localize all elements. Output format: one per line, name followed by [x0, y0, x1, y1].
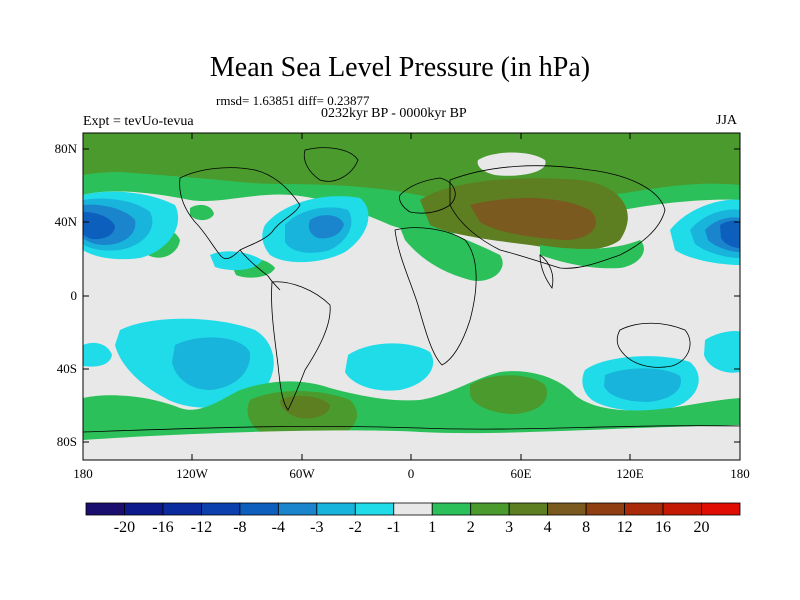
stats-line: rmsd= 1.63851 diff= 0.23877 — [216, 93, 370, 108]
lon-label-60w: 60W — [289, 466, 315, 481]
period-label: 0232kyr BP - 0000kyr BP — [321, 106, 467, 121]
experiment-label: Expt = tevUo-tevua — [83, 114, 194, 129]
colorbar-label: 1 — [428, 519, 437, 536]
colorbar-swatch — [239, 502, 279, 516]
central-america-coast — [239, 249, 281, 291]
antarctic-neutral — [83, 425, 740, 460]
south-brown — [280, 395, 330, 419]
colorbar-label: -4 — [271, 519, 285, 536]
axis-ticks — [83, 133, 740, 460]
africa-coast — [394, 227, 477, 366]
season-label: JJA — [716, 113, 738, 128]
australia-coast — [616, 322, 691, 368]
colorbar-label: 2 — [466, 519, 475, 536]
map-field — [83, 133, 740, 460]
lon-label-60e: 60E — [510, 466, 532, 481]
plot-title: Mean Sea Level Pressure (in hPa) — [209, 52, 591, 83]
sind-low-east — [704, 330, 740, 373]
south-olive-2 — [470, 375, 547, 414]
spac-low-left — [83, 342, 112, 367]
lon-label-120e: 120E — [616, 466, 644, 481]
south-america-coast — [271, 281, 331, 411]
lat-label-40s: 40S — [56, 361, 77, 376]
india-coast — [539, 254, 554, 289]
greenland-coast — [303, 147, 359, 182]
colorbar-label: 16 — [655, 519, 672, 536]
coastlines — [83, 147, 740, 433]
colorbar-swatch — [431, 502, 472, 516]
colorbar-label: 12 — [616, 519, 633, 536]
spac-low-light — [172, 337, 251, 390]
colorbar-swatch — [201, 502, 241, 516]
caribbean-cyan — [210, 251, 262, 271]
colorbar-swatch — [393, 502, 433, 516]
colorbar-swatch — [585, 502, 625, 516]
colorbar — [85, 502, 741, 516]
colorbar-swatch — [277, 502, 318, 516]
npac-low-dark — [83, 212, 115, 240]
colorbar-swatch — [662, 502, 702, 516]
colorbar-label: -3 — [310, 519, 324, 536]
north-africa-green — [395, 215, 503, 281]
lon-label-0: 0 — [407, 466, 415, 481]
natl-low-mid — [308, 215, 344, 239]
colorbar-swatch — [547, 502, 587, 516]
lon-label-180w: 180 — [73, 466, 93, 481]
colorbar-label: -2 — [348, 519, 362, 536]
colorbar-label: -8 — [233, 519, 247, 536]
lat-label-80s: 80S — [56, 434, 77, 449]
colorbar-swatch — [316, 502, 356, 516]
colorbar-swatch — [701, 502, 741, 516]
lat-label-80n: 80N — [54, 141, 77, 156]
colorbar-label: 8 — [582, 519, 591, 536]
asia-south-green — [540, 240, 644, 269]
colorbar-label: -20 — [113, 519, 136, 536]
antarctica-coast — [83, 425, 740, 433]
sind-low-light — [604, 368, 681, 402]
colorbar-swatch — [624, 502, 664, 516]
lat-label-0: 0 — [70, 288, 78, 303]
colorbar-label: 3 — [505, 519, 514, 536]
colorbar-label: 4 — [543, 519, 552, 536]
colorbar-swatch — [162, 502, 202, 516]
lat-label-40n: 40N — [54, 214, 77, 229]
lon-label-120w: 120W — [176, 466, 208, 481]
north-america-coast — [179, 167, 301, 260]
colorbar-label: -12 — [190, 519, 213, 536]
colorbar-swatch — [354, 502, 395, 516]
nwpac-low-dark — [720, 220, 740, 248]
colorbar-swatch — [470, 502, 510, 516]
colorbar-swatch — [85, 502, 125, 516]
asia-coast — [449, 165, 666, 269]
lon-label-180e: 180 — [730, 466, 750, 481]
colorbar-label: -1 — [387, 519, 401, 536]
greenland-low — [477, 152, 546, 176]
colorbar-label: 20 — [693, 519, 710, 536]
asia-dark-brown — [470, 198, 596, 240]
satl-cyan — [345, 343, 434, 391]
colorbar-swatch — [124, 502, 164, 516]
colorbar-swatch — [508, 502, 549, 516]
colorbar-label: -16 — [152, 519, 174, 536]
pacific-small-green — [190, 204, 214, 221]
